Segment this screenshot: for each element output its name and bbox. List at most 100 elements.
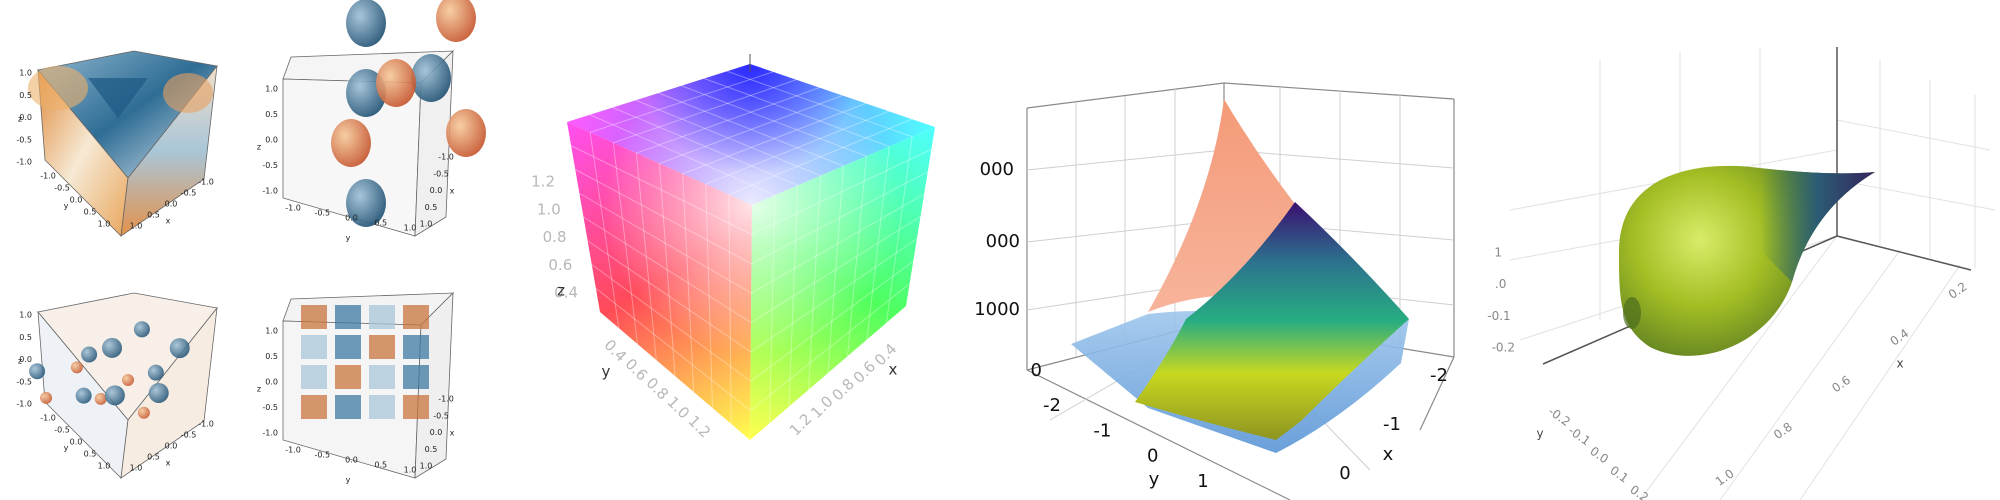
x-tick-label: -1.0 — [438, 395, 454, 404]
x-label: x — [450, 187, 455, 196]
voxel-edge — [728, 118, 913, 196]
y-tick-label: 0.4 — [601, 336, 631, 366]
x-tick-label: 0.0 — [430, 428, 443, 437]
voxel-edge — [659, 163, 676, 377]
voxel — [335, 305, 361, 329]
voxel-edge — [749, 283, 910, 412]
voxel — [335, 365, 361, 389]
sphere — [94, 392, 107, 405]
sphere — [102, 337, 123, 358]
y-tick-label: 1.0 — [98, 220, 111, 229]
z-tick-label: 0.0 — [19, 355, 32, 364]
voxel — [301, 365, 327, 389]
z-tick-label: 0.6 — [548, 256, 572, 274]
voxel-edge — [750, 260, 914, 382]
z-label: z — [557, 282, 565, 300]
voxel — [403, 305, 429, 329]
x-tick-label: 1.0 — [1713, 466, 1737, 488]
sphere — [104, 385, 125, 406]
z-tick-label: -0.5 — [16, 377, 32, 386]
y-tick-label: -0.2 — [1546, 404, 1573, 429]
z-tick-label: 1.0 — [265, 85, 278, 94]
y-tick-label: -0.5 — [314, 451, 330, 460]
sphere — [70, 361, 83, 374]
x-tick-label: -0.5 — [433, 411, 449, 420]
solid-piece — [436, 0, 476, 42]
panel-1: 1.0 0.5 0.0 -0.5 -1.0 -1.0 -0.5 0.0 0.5 1.0 -1.0 -0… — [257, 85, 455, 243]
teardrop-shadow — [1623, 297, 1641, 329]
voxel — [369, 335, 395, 359]
sphere — [81, 346, 98, 363]
y-tick-label: 0.6 — [622, 355, 652, 385]
sphere — [169, 338, 190, 359]
z-tick-label: -1.0 — [16, 158, 32, 167]
x-tick-label: 1.0 — [130, 222, 143, 231]
x-tick-label: 0.0 — [165, 200, 178, 209]
voxel — [369, 395, 395, 419]
y-label: y — [1536, 427, 1543, 441]
voxel — [403, 335, 429, 359]
y-label: y — [1149, 469, 1160, 490]
z-tick-label: 0.4 — [554, 284, 578, 302]
voxel — [335, 335, 361, 359]
z-tick-label: 1000 — [974, 299, 1020, 320]
y-tick-label: 0.5 — [374, 461, 387, 470]
z-tick-label: -0.5 — [262, 403, 278, 412]
z-tick-label: 0.0 — [19, 113, 32, 122]
solid-piece — [346, 179, 386, 227]
z-tick-label: 1.2 — [531, 173, 555, 191]
voxel-edge — [751, 148, 932, 235]
voxel-edge — [589, 132, 620, 329]
voxel-edge — [866, 146, 890, 340]
z-tick-label: 1.0 — [537, 200, 561, 218]
z-tick-label: 1.0 — [19, 311, 32, 320]
x-tick-label: -1.0 — [438, 153, 454, 162]
z-label: z — [18, 115, 22, 124]
voxel — [301, 305, 327, 329]
x-tick-label: -1.0 — [198, 178, 214, 187]
rgb-highlight — [567, 64, 935, 205]
voxel-edge — [827, 165, 844, 374]
x-tick-label: 0.0 — [430, 186, 443, 195]
sphere — [29, 363, 46, 380]
voxel-edge — [751, 171, 928, 265]
panel-0: 1.00.50.0-0.5-1.0-1.0-0.50.00.51.0 1.00.5… — [16, 69, 213, 231]
sphere — [147, 364, 164, 381]
y-tick-label: 1.0 — [404, 466, 417, 475]
y-tick-label: 0.1 — [1607, 463, 1631, 485]
z-tick-label: -0.5 — [262, 161, 278, 170]
voxel-edge — [750, 216, 921, 323]
voxel-edge — [705, 110, 889, 185]
z-tick-label: 1 — [1494, 246, 1502, 260]
z-tick-label: 0.5 — [265, 352, 278, 361]
x-tick-label: -0.5 — [433, 169, 449, 178]
voxel-edge — [808, 175, 822, 390]
y-tick-label: -1.0 — [285, 204, 301, 213]
voxel-edge — [728, 194, 732, 425]
voxel-edge — [750, 238, 918, 353]
sphere — [122, 374, 134, 386]
solid-piece — [346, 69, 386, 117]
sphere — [137, 406, 150, 419]
solid-piece — [331, 119, 371, 167]
voxel-edge — [659, 95, 843, 164]
voxel-edge — [636, 87, 820, 154]
voxel-edge — [613, 79, 797, 144]
sphere — [75, 387, 92, 404]
voxel-edge — [788, 185, 799, 407]
x-tick-label: 0.5 — [425, 203, 438, 212]
z-tick-label: .0 — [1495, 277, 1506, 291]
z-tick-label: -1.0 — [262, 429, 278, 438]
x-label: x — [1896, 357, 1903, 371]
z-tick-label: -0.1 — [1487, 309, 1510, 323]
solid-piece — [376, 59, 416, 107]
voxel — [403, 395, 429, 419]
voxel-edge — [635, 99, 821, 177]
teardrop-tail — [1760, 168, 1875, 282]
x-tick-label: -0.5 — [181, 431, 197, 440]
z-tick-label: 0.5 — [19, 333, 32, 342]
voxel — [369, 365, 395, 389]
y-tick-label: 0.5 — [374, 219, 387, 228]
y-tick-label: -0.5 — [54, 184, 70, 193]
